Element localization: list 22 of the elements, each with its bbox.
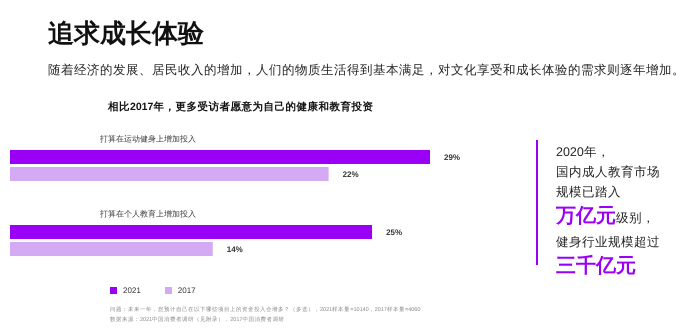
y-tick-label: 打算在运动健身上增加投入	[99, 134, 196, 144]
bar	[10, 225, 372, 239]
annotation: 相比2017年，更多受访者愿意为自己的健康和教育投资	[108, 100, 374, 114]
chart-title: 追求成长体验	[48, 17, 204, 50]
y-tick-label: 打算在个人教育上增加投入	[99, 210, 196, 218]
legend-label: 2021	[122, 286, 141, 295]
data-label: 14%	[226, 244, 243, 254]
data-label: 25%	[386, 228, 402, 237]
text: 健身行业规模超过	[556, 235, 660, 249]
data-label: 29%	[444, 152, 460, 162]
text: 三千亿元	[556, 255, 636, 277]
bar	[10, 150, 430, 164]
text: 级别，	[616, 211, 655, 225]
text: 规模已踏入	[556, 185, 621, 199]
text: 2020年，	[556, 145, 610, 159]
chart-subtitle: 随着经济的发展、居民收入的增加，人们的物质生活得到基本满足，对文化享受和成长体验的需求则逐年增加。	[48, 62, 685, 79]
bar	[10, 167, 329, 181]
legend-label: 2017	[176, 286, 196, 295]
data-label: 22%	[342, 170, 359, 179]
text: 万亿元	[556, 205, 616, 227]
text: 国内成人教育市场	[556, 165, 660, 179]
bar	[10, 242, 213, 256]
